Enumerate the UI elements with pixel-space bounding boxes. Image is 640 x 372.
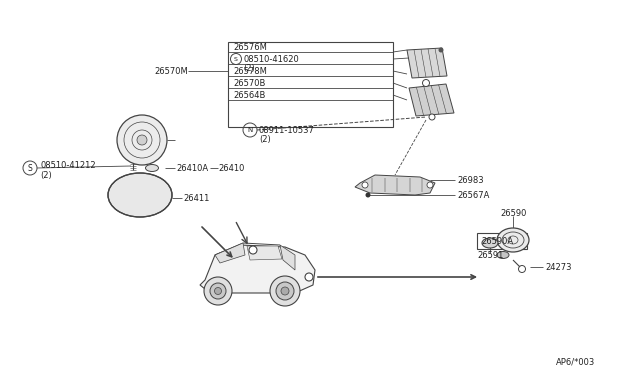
Text: 26590: 26590 (500, 208, 526, 218)
Text: 26591: 26591 (477, 250, 504, 260)
Polygon shape (280, 245, 295, 270)
Ellipse shape (497, 251, 509, 259)
Circle shape (137, 135, 147, 145)
Circle shape (429, 114, 435, 120)
Text: 08510-41212: 08510-41212 (40, 160, 95, 170)
Text: 24273: 24273 (545, 263, 572, 272)
Polygon shape (200, 245, 315, 293)
Ellipse shape (482, 238, 498, 248)
Text: 08510-41620: 08510-41620 (243, 55, 299, 64)
Circle shape (270, 276, 300, 306)
Circle shape (204, 277, 232, 305)
Text: S: S (28, 164, 33, 173)
Text: 26983: 26983 (457, 176, 484, 185)
Text: (2): (2) (40, 170, 52, 180)
Text: 08911-10537: 08911-10537 (259, 125, 315, 135)
Circle shape (305, 273, 313, 281)
Circle shape (422, 80, 429, 87)
Polygon shape (409, 84, 454, 116)
Text: 26410: 26410 (218, 164, 244, 173)
Ellipse shape (145, 164, 159, 171)
Text: 26578M: 26578M (233, 67, 267, 76)
Circle shape (276, 282, 294, 300)
Polygon shape (215, 243, 245, 263)
Text: 26570B: 26570B (233, 78, 266, 87)
Text: (2): (2) (259, 135, 271, 144)
Circle shape (427, 182, 433, 188)
Text: 26567A: 26567A (457, 190, 490, 199)
Ellipse shape (108, 173, 172, 217)
Text: 26564B: 26564B (233, 90, 266, 99)
Polygon shape (247, 246, 282, 260)
Text: AP6/*003: AP6/*003 (556, 357, 595, 366)
Circle shape (365, 192, 371, 198)
Text: N: N (248, 127, 253, 133)
Ellipse shape (497, 228, 529, 252)
Circle shape (117, 115, 167, 165)
Text: 26590A: 26590A (481, 237, 513, 246)
Polygon shape (355, 175, 435, 195)
Text: (2): (2) (243, 64, 255, 73)
Circle shape (210, 283, 226, 299)
Text: 26411: 26411 (183, 193, 209, 202)
Text: 26410A: 26410A (176, 164, 208, 173)
Polygon shape (407, 48, 447, 78)
Text: S: S (234, 57, 238, 61)
Text: 26576M: 26576M (233, 42, 267, 51)
Text: 26570M: 26570M (154, 67, 188, 76)
Circle shape (281, 287, 289, 295)
Bar (228, 42, 393, 127)
Circle shape (249, 246, 257, 254)
Circle shape (214, 288, 221, 295)
Circle shape (362, 182, 368, 188)
Circle shape (438, 48, 444, 52)
Bar (477, 233, 527, 249)
